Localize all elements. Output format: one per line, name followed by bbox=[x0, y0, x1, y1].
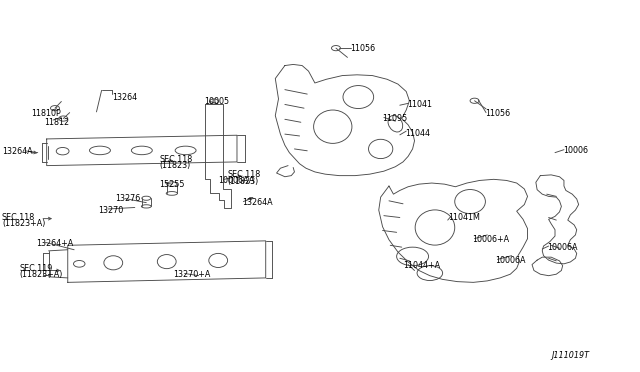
Text: 13270: 13270 bbox=[98, 206, 123, 215]
Text: 13270+A: 13270+A bbox=[173, 270, 211, 279]
Text: J111019T: J111019T bbox=[551, 351, 589, 360]
Circle shape bbox=[59, 116, 68, 121]
Text: 13264+A: 13264+A bbox=[36, 239, 73, 248]
Text: 15255: 15255 bbox=[159, 180, 184, 189]
Text: (11823+A): (11823+A) bbox=[2, 219, 45, 228]
Text: (11823): (11823) bbox=[227, 177, 259, 186]
Circle shape bbox=[397, 247, 429, 266]
Circle shape bbox=[56, 147, 69, 155]
Text: 13264A: 13264A bbox=[2, 147, 33, 156]
Circle shape bbox=[417, 266, 443, 280]
Text: 11044: 11044 bbox=[405, 128, 430, 138]
Text: 11810P: 11810P bbox=[31, 109, 61, 118]
Circle shape bbox=[209, 99, 218, 104]
Circle shape bbox=[74, 260, 85, 267]
Text: 13264: 13264 bbox=[113, 93, 138, 102]
Text: SEC.119: SEC.119 bbox=[20, 264, 53, 273]
Text: 10006: 10006 bbox=[563, 146, 588, 155]
Text: 10006A: 10006A bbox=[547, 243, 577, 251]
Text: 11041: 11041 bbox=[407, 100, 432, 109]
Text: (11823): (11823) bbox=[159, 161, 190, 170]
Text: 13264A: 13264A bbox=[242, 198, 273, 207]
Text: 11044+A: 11044+A bbox=[403, 261, 440, 270]
Text: (11823+A): (11823+A) bbox=[20, 270, 63, 279]
Text: 11056: 11056 bbox=[484, 109, 510, 118]
Circle shape bbox=[51, 106, 60, 111]
Circle shape bbox=[332, 45, 340, 51]
Text: 11812: 11812 bbox=[44, 118, 69, 127]
Text: 13276: 13276 bbox=[116, 195, 141, 203]
Text: 10006A: 10006A bbox=[495, 256, 526, 265]
Text: 10006+A: 10006+A bbox=[472, 235, 509, 244]
Text: 10005: 10005 bbox=[204, 97, 229, 106]
Text: 10006AA: 10006AA bbox=[218, 176, 254, 185]
Text: SEC.118: SEC.118 bbox=[227, 170, 260, 179]
Text: 11056: 11056 bbox=[351, 44, 376, 53]
Text: SEC.118: SEC.118 bbox=[2, 213, 35, 222]
Text: SEC.118: SEC.118 bbox=[159, 155, 192, 164]
Text: 11095: 11095 bbox=[383, 114, 408, 123]
Circle shape bbox=[470, 98, 479, 103]
Text: 11041M: 11041M bbox=[448, 213, 479, 222]
